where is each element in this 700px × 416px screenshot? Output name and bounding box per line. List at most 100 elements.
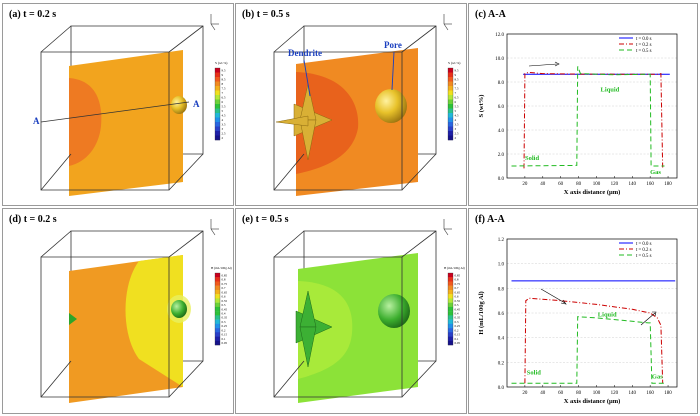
colorbar: H (mL/100g Al) 0.850.80.750.70.650.60.55…: [211, 266, 232, 346]
colorbar-tick-label: 0.2: [455, 328, 459, 332]
dendrite-shape: [275, 83, 333, 161]
colorbar-swatch: [448, 77, 453, 82]
colorbar-swatch: [448, 72, 453, 78]
arrow: [640, 312, 656, 326]
colorbar-swatch: [448, 122, 453, 127]
colorbar-tick-label: 8: [222, 82, 224, 86]
colorbar-tick-label: 0.7: [222, 286, 226, 290]
colorbar-swatch: [215, 328, 220, 333]
x-tick-label: 20: [522, 391, 528, 396]
colorbar-swatch: [448, 289, 453, 295]
colorbar-tick-label: 4: [455, 118, 457, 122]
colorbar-tick-label: 9.5: [222, 69, 226, 73]
colorbar-swatch: [215, 104, 220, 109]
colorbar-tick-label: 8: [455, 82, 457, 86]
colorbar-tick-label: 0.45: [455, 307, 461, 311]
colorbar-swatch: [448, 273, 453, 278]
slice-plane: [69, 50, 183, 196]
colorbar-swatch: [215, 273, 220, 278]
y-tick-label: 4.0: [498, 129, 505, 134]
colorbar-frame: [214, 67, 221, 141]
colorbar-tick-label: 4.5: [222, 114, 226, 118]
panel-a-render: A A S (wt.%) 9.598.587.576.565.554.543.5…: [33, 14, 228, 196]
colorbar-tick-label: 6: [455, 100, 457, 104]
pore-sphere: [375, 89, 407, 123]
colorbar-tick-label: 3: [222, 127, 224, 131]
high-conc-region: [69, 78, 102, 166]
axis-triad: [443, 219, 452, 236]
high-conc-region: [296, 72, 359, 174]
plot-frame: [506, 33, 678, 179]
colorbar-swatch: [215, 336, 220, 341]
arrow: [540, 288, 566, 304]
region-label: Liquid: [598, 312, 617, 319]
colorbar-swatch: [448, 328, 453, 333]
chart-hydrogen: 0.0 0.2 0.4 0.6 0.8 1.0 1.2 20 40 60 80 100 120 140 16…: [478, 238, 678, 405]
colorbar-tick-label: 4: [222, 118, 224, 122]
legend-label: t = 0.2 s: [636, 248, 652, 253]
plot-frame: [506, 238, 678, 388]
panel-b: (b) t = 0.5 s Dendrite Pore: [235, 3, 467, 206]
series-line: [511, 316, 665, 384]
colorbar-swatch: [215, 126, 220, 132]
axis-triad: [210, 219, 219, 236]
colorbar-swatch: [215, 95, 220, 100]
x-tick-label: 40: [540, 182, 546, 187]
colorbar-swatch: [215, 298, 220, 303]
x-tick-label: 80: [576, 182, 582, 187]
dendrite-annotation: Dendrite: [288, 48, 322, 58]
colorbar-swatch: [215, 131, 220, 136]
colorbar-tick-label: 5.5: [222, 105, 226, 109]
panel-c: (c) A-A 0.0 2.0 4.0 6.0 8.0 10.0 12.0 20 40 60 80 1…: [468, 3, 698, 206]
region-label: Solid: [525, 155, 539, 162]
colorbar-swatch: [448, 86, 453, 91]
region-label: Gas: [650, 169, 661, 176]
panel-a: (a) t = 0.2 s A A S (wt.%) 9.5 9 8.5 8 7.: [2, 3, 234, 206]
svg-text:S (wt.%): S (wt.%): [215, 61, 228, 65]
colorbar-tick-label: 0.6: [222, 295, 226, 299]
colorbar-tick-label: 0.6: [455, 295, 459, 299]
colorbar-swatch: [215, 77, 220, 82]
colorbar-swatch: [215, 319, 220, 325]
colorbar-tick-label: 0.85: [455, 273, 461, 277]
y-tick-label: 2.0: [498, 153, 505, 158]
colorbar-tick-label: 2.5: [455, 132, 459, 136]
y-tick-label: 0.0: [498, 386, 505, 391]
colorbar-swatch: [448, 108, 453, 114]
colorbar-tick-label: 9: [455, 73, 457, 77]
y-tick-label: 1.0: [498, 263, 505, 268]
colorbar-swatch: [448, 298, 453, 303]
colorbar-swatch: [448, 126, 453, 132]
colorbar-tick-label: 0.3: [222, 320, 226, 324]
colorbar-tick-label: 0.15: [455, 333, 461, 337]
y-tick-label: 0.6: [498, 312, 505, 317]
colorbar-swatch: [448, 315, 453, 320]
panel-label: (b) t = 0.5 s: [242, 9, 290, 20]
x-tick-label: 140: [629, 391, 637, 396]
legend-label: t = 0.0 s: [636, 242, 652, 247]
colorbar-swatch: [215, 81, 220, 87]
colorbar-swatch: [448, 135, 453, 141]
colorbar-tick-label: 6.5: [222, 96, 226, 100]
colorbar-swatch: [215, 68, 220, 73]
colorbar-frame: [447, 67, 454, 141]
colorbar-swatch: [215, 117, 220, 123]
chart-sulfur: 0.0 2.0 4.0 6.0 8.0 10.0 12.0 20 40 60 80 100 120 140…: [478, 33, 678, 196]
colorbar-swatch: [448, 306, 453, 312]
colorbar-swatch: [215, 90, 220, 96]
colorbar-tick-label: 9.5: [455, 69, 459, 73]
colorbar-swatch: [215, 281, 220, 286]
x-tick-label: 60: [558, 182, 564, 187]
colorbar-swatch: [448, 319, 453, 325]
colorbar-tick-label: 7.5: [222, 87, 226, 91]
colorbar-tick-label: 0.8: [222, 278, 226, 282]
region-label: Solid: [527, 370, 541, 377]
colorbar-tick-label: 3.5: [455, 123, 459, 127]
colorbar-tick-label: 5: [455, 109, 457, 113]
colorbar-tick-label: 0.65: [455, 290, 461, 294]
colorbar-tick-label: 0.35: [455, 316, 461, 320]
colorbar-swatch: [215, 311, 220, 316]
x-tick-label: 160: [646, 391, 654, 396]
colorbar-tick-label: 0.7: [455, 286, 459, 290]
y-tick-label: 0.4: [498, 337, 505, 342]
